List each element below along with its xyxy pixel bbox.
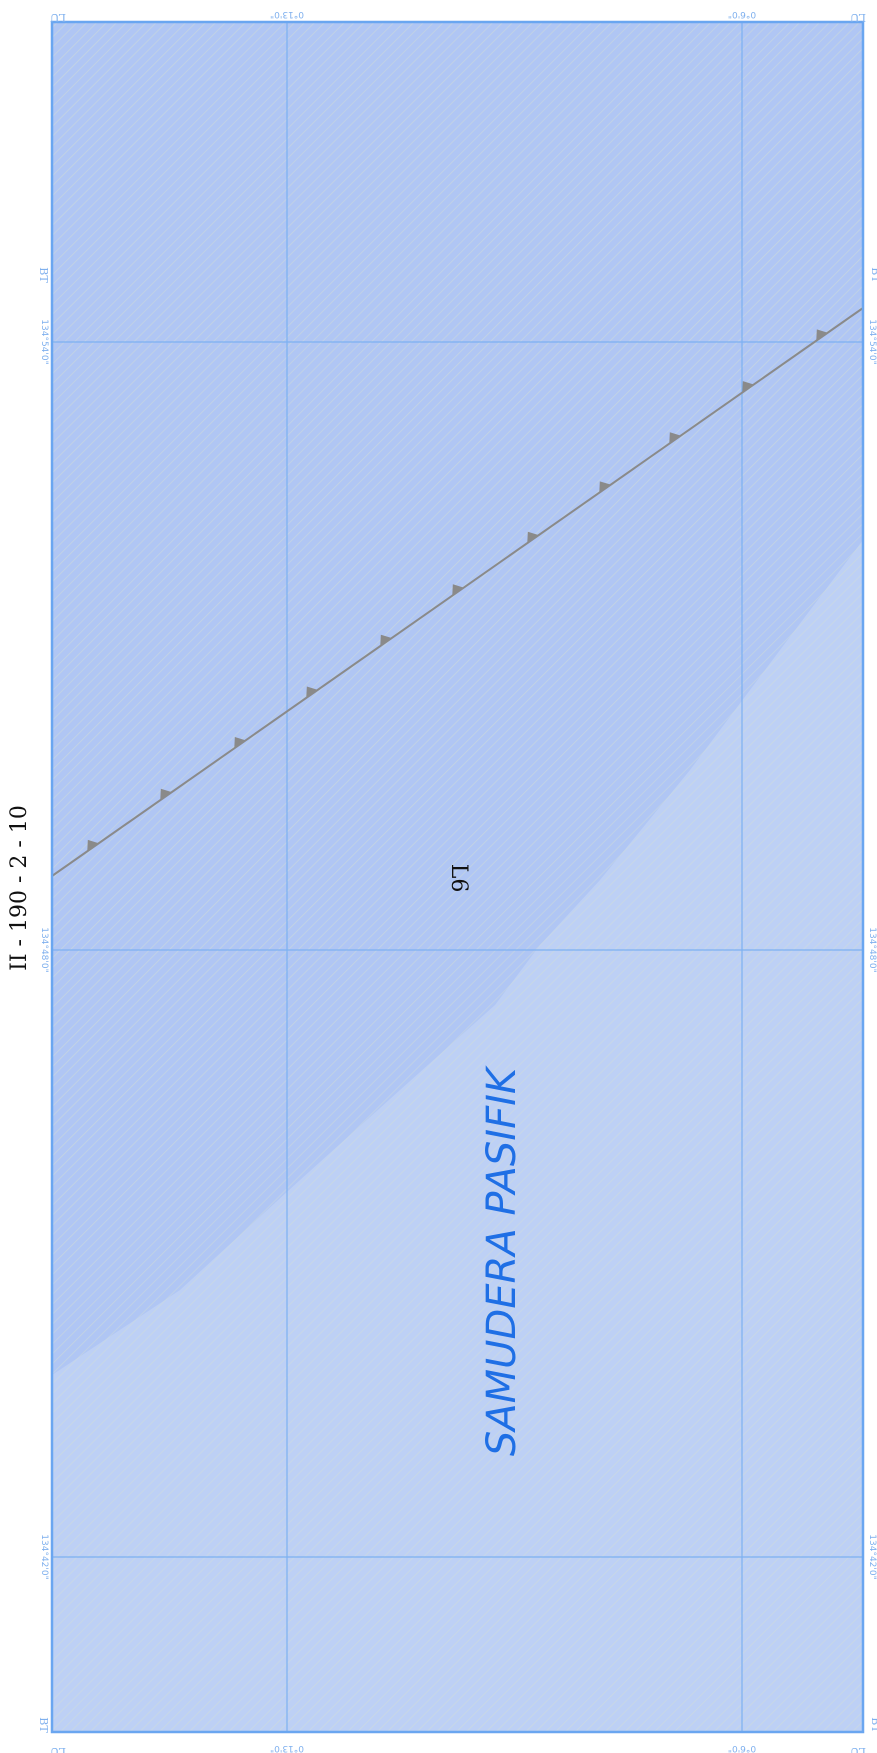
latitude-label-bottom-1: 0°13'0" (270, 1743, 304, 1753)
boundary-triangle-marker (669, 432, 681, 444)
corner-label-bottom-right-lu: LU (850, 1745, 866, 1753)
sheet-title: II - 190 - 2 - 10 (7, 805, 32, 971)
hatch-overlay (52, 22, 863, 1732)
boundary-triangle-marker (160, 788, 172, 801)
corner-label-top-left: LU (50, 11, 66, 24)
map-frame (50, 20, 865, 1734)
longitude-label-left-2: 134°48'0" (39, 927, 49, 972)
corner-label-bottom-left-bt: BT (37, 1717, 50, 1733)
boundary-triangle-marker (234, 736, 246, 749)
longitude-label-right-3: 134°42'0" (867, 1534, 877, 1579)
graticule (52, 22, 863, 1732)
bt-label-left-upper: BT (37, 267, 50, 283)
corner-label-top-right: LU (850, 11, 866, 24)
boundary-triangle-marker (306, 686, 318, 698)
latitude-label-bottom-2: 0°6'0" (728, 1743, 756, 1753)
ocean-name-label: SAMUDERA PASIFIK (479, 1065, 525, 1456)
corner-label-bottom-right-bt: BT (869, 1717, 877, 1733)
boundary-triangle-marker (527, 531, 539, 544)
area-code-label: L6 (446, 864, 471, 893)
boundary-triangle-marker (380, 634, 392, 647)
corner-label-bottom-left-lu: LU (50, 1745, 66, 1753)
longitude-label-right-1: 134°54'0" (867, 319, 877, 364)
longitude-label-left-3: 134°42'0" (39, 1534, 49, 1579)
boundary-triangle-marker (452, 584, 464, 596)
latitude-label-top-2: 0°6'0" (728, 9, 756, 19)
territorial-boundary-line (52, 307, 863, 877)
bt-label-right-upper: BT (869, 267, 877, 283)
longitude-label-right-2: 134°48'0" (867, 927, 877, 972)
boundary-triangle-marker (816, 329, 828, 341)
boundary-triangle-marker (599, 481, 611, 493)
longitude-label-left-1: 134°54'0" (39, 319, 49, 364)
boundary-triangle-marker (742, 381, 754, 393)
boundary-triangle-marker (87, 839, 99, 852)
latitude-label-top-1: 0°13'0" (270, 9, 304, 19)
